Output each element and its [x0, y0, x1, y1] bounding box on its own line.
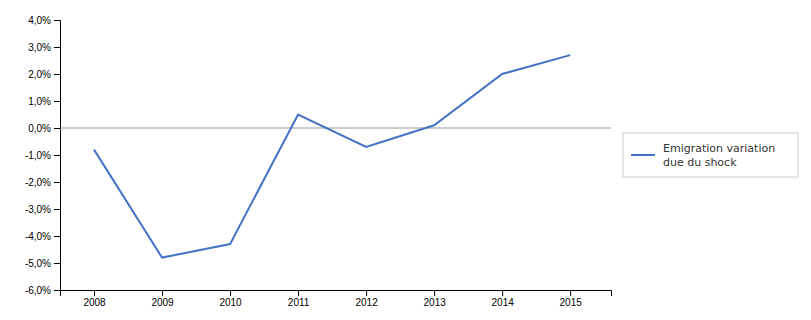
tick: -1,0%: [25, 150, 60, 161]
tick: 3,0%: [28, 42, 60, 53]
legend-label: Emigration variationdue du shock: [663, 142, 775, 169]
tick-mark: [94, 290, 95, 296]
tick-mark: [54, 101, 60, 102]
tick-mark: [54, 263, 60, 264]
y-axis: -6,0% -5,0% -4,0% -3,0% -2,0% -1,0% 0,0% 1,0% 2,…: [25, 15, 61, 296]
tick-mark: [54, 74, 60, 75]
tick: 2014: [492, 290, 515, 308]
tick-mark: [570, 290, 571, 296]
tick-mark: [54, 209, 60, 210]
tick: 2013: [424, 290, 447, 308]
legend-swatch: [631, 154, 655, 156]
legend: Emigration variationdue du shock: [623, 133, 798, 177]
tick: 1,0%: [28, 96, 60, 107]
tick-label: 4,0%: [28, 15, 51, 26]
tick: 4,0%: [28, 15, 60, 26]
tick-mark: [54, 236, 60, 237]
tick: 2010: [219, 290, 242, 308]
tick-mark: [162, 290, 163, 296]
legend-frame: [623, 133, 798, 177]
tick-label: 2015: [560, 297, 583, 308]
tick-mark: [54, 128, 60, 129]
tick-label: 2010: [219, 297, 242, 308]
tick: 2012: [355, 290, 378, 308]
legend-label-line: Emigration variation: [663, 142, 775, 155]
tick: 2011: [288, 290, 310, 308]
y-axis-line: [54, 21, 61, 291]
tick-label: 2,0%: [28, 69, 51, 80]
tick-mark: [502, 290, 503, 296]
tick-label: -1,0%: [25, 150, 51, 161]
tick-label: -3,0%: [25, 204, 51, 215]
tick: -6,0%: [25, 285, 60, 296]
tick-mark: [54, 155, 60, 156]
tick: -3,0%: [25, 204, 60, 215]
tick-label: 2014: [492, 297, 515, 308]
tick: 2008: [83, 290, 106, 308]
tick-mark: [366, 290, 367, 296]
tick-label: 1,0%: [28, 96, 51, 107]
tick-label: -6,0%: [25, 285, 51, 296]
x-axis-line: [61, 291, 612, 297]
tick-label: -4,0%: [25, 231, 51, 242]
tick-label: 2009: [151, 297, 174, 308]
tick-label: 0,0%: [28, 123, 51, 134]
tick-mark: [54, 20, 60, 21]
marks: [60, 55, 611, 258]
tick-label: 2008: [83, 297, 106, 308]
x-axis: 2008 2009 2010 2011 2012 2013 2014 2015: [61, 290, 612, 308]
tick: 2009: [151, 290, 174, 308]
tick-label: 2012: [355, 297, 378, 308]
tick: -5,0%: [25, 258, 60, 269]
tick-mark: [434, 290, 435, 296]
line: [94, 55, 570, 258]
tick: -2,0%: [25, 177, 60, 188]
tick-mark: [54, 182, 60, 183]
tick: -4,0%: [25, 231, 60, 242]
tick-label: -5,0%: [25, 258, 51, 269]
tick-label: 3,0%: [28, 42, 51, 53]
tick-mark: [54, 290, 60, 291]
tick-label: -2,0%: [25, 177, 51, 188]
legend-label-line: due du shock: [663, 156, 737, 169]
tick-mark: [230, 290, 231, 296]
tick-label: 2011: [288, 297, 310, 308]
tick: 2015: [560, 290, 583, 308]
tick-mark: [54, 47, 60, 48]
tick-mark: [298, 290, 299, 296]
plot: 2008 2009 2010 2011 2012 2013 2014 2015 -6,0% -5,…: [25, 15, 612, 308]
tick-label: 2013: [424, 297, 447, 308]
zero-line: [60, 128, 611, 129]
tick: 2,0%: [28, 69, 60, 80]
chart: 2008 2009 2010 2011 2012 2013 2014 2015 -6,0% -5,…: [0, 0, 811, 320]
tick: 0,0%: [28, 123, 60, 134]
